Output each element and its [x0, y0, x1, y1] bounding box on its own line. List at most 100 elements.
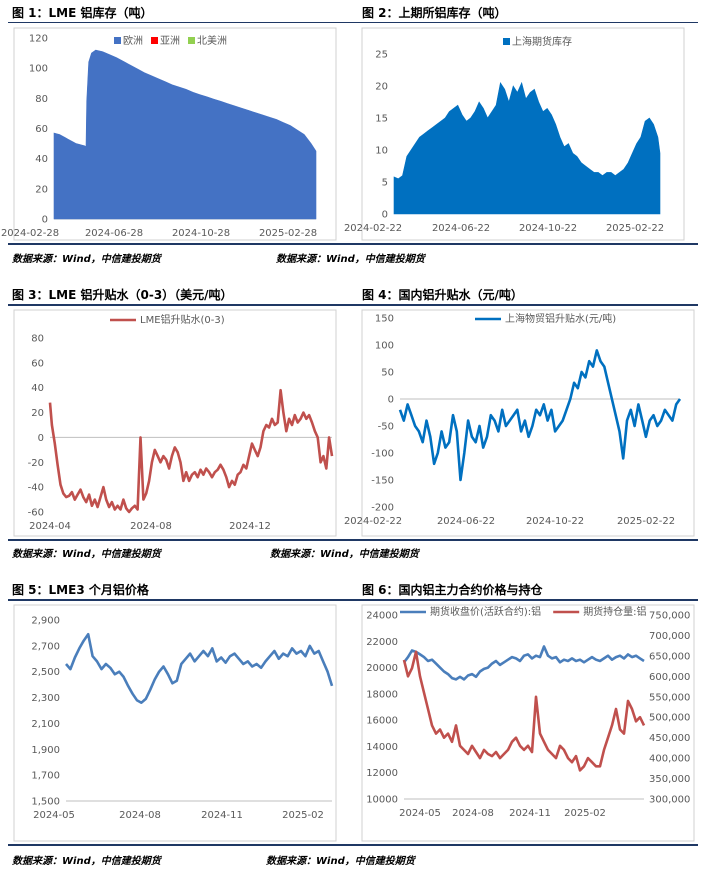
fig3-legend-label: LME铝升贴水(0-3) — [140, 313, 225, 326]
fig6-chart: 10000 12000 14000 16000 18000 20000 22000 24000… — [361, 604, 695, 842]
fig2-ytick: 0 — [382, 210, 388, 221]
fig6-y2tick: 500,000 — [649, 713, 690, 724]
fig1-ytick: 80 — [35, 94, 48, 105]
rule-3 — [8, 304, 698, 306]
fig3-frame — [13, 309, 337, 537]
fig6-ytick: 24000 — [366, 611, 398, 622]
fig5-xtick: 2024-05 — [33, 810, 75, 821]
fig4-chart: -200 -150 -100 -50 0 50 100 150 2024-02-22 2024-0… — [344, 309, 695, 537]
fig6-y2tick: 300,000 — [649, 795, 690, 806]
fig3-ytick: 80 — [31, 334, 44, 345]
fig1-series-area — [53, 49, 317, 220]
fig4-legend-label: 上海物贸铝升贴水(元/吨) — [505, 312, 616, 325]
fig1-xtick: 2024-10-28 — [172, 228, 230, 239]
rule-6 — [8, 844, 698, 846]
fig1-legend-swatch — [188, 37, 195, 44]
fig5-ytick: 2,900 — [31, 616, 60, 627]
fig3-ytick: -40 — [28, 483, 44, 494]
fig3-ytick: 40 — [31, 383, 44, 394]
fig6-y2tick: 350,000 — [649, 774, 690, 785]
fig3-series-line — [48, 388, 334, 514]
fig6-xtick: 2024-08 — [452, 808, 494, 819]
rule-4 — [8, 539, 698, 541]
fig6-y2tick: 700,000 — [649, 631, 690, 642]
fig2-ytick: 20 — [375, 82, 388, 93]
fig3-xtick: 2024-08 — [130, 521, 172, 532]
fig1-legend-swatch — [151, 37, 158, 44]
fig3-title: 图 3：LME 铝升贴水（0-3）（美元/吨） — [12, 288, 233, 302]
fig5-title: 图 5：LME3 个月铝价格 — [12, 583, 149, 597]
fig6-y2tick: 600,000 — [649, 672, 690, 683]
rule-2 — [8, 243, 698, 245]
fig1-title: 图 1：LME 铝库存（吨） — [12, 6, 153, 20]
fig6-ytick: 14000 — [366, 742, 398, 753]
fig6-y2tick: 550,000 — [649, 692, 690, 703]
fig1-ytick: 0 — [42, 215, 48, 226]
fig5-ytick: 2,100 — [31, 719, 60, 730]
fig6-y2tick: 400,000 — [649, 754, 690, 765]
fig2-ytick: 5 — [382, 178, 388, 189]
fig2-series-area — [393, 81, 661, 215]
fig6-xtick: 2024-11 — [509, 808, 551, 819]
fig2-ytick: 25 — [375, 50, 388, 61]
fig2-ytick: 15 — [375, 114, 388, 125]
fig4-ytick: 150 — [375, 314, 394, 325]
fig4-ytick: 50 — [381, 368, 394, 379]
fig4-xtick: 2024-10-22 — [526, 516, 584, 527]
fig6-xtick: 2024-05 — [399, 808, 441, 819]
fig1-legend-swatch — [114, 37, 121, 44]
fig1-xtick: 2024-02-28 — [1, 228, 59, 239]
fig4-ytick: -50 — [378, 422, 394, 433]
fig6-y2tick: 750,000 — [649, 611, 690, 622]
fig2-title: 图 2：上期所铝库存（吨） — [362, 6, 507, 20]
fig4-ytick: -200 — [371, 503, 394, 514]
fig2-legend-swatch — [503, 38, 510, 45]
fig2-chart: 0 5 10 15 20 25 2024-02-22 2024-06-22 2024-10-22… — [344, 27, 685, 241]
fig6-title: 图 6：国内铝主力合约价格与持仓 — [362, 583, 543, 597]
fig6-ytick: 10000 — [366, 795, 398, 806]
fig5-ytick: 1,700 — [31, 771, 60, 782]
source-fig5: 数据来源：Wind，中信建投期货 — [12, 856, 161, 867]
rule-5 — [8, 599, 698, 601]
fig5-series-line — [65, 632, 334, 704]
fig1-chart: 0 20 40 60 80 100 120 2024-02-28 2024-06-28 2024-… — [1, 27, 337, 241]
fig5-ytick: 1,500 — [31, 797, 60, 808]
fig2-frame — [361, 27, 685, 241]
fig1-ytick: 40 — [35, 154, 48, 165]
fig1-frame — [13, 27, 337, 241]
fig1-legend-label: 欧洲 — [123, 35, 143, 47]
fig6-ytick: 20000 — [366, 663, 398, 674]
fig1-xtick: 2024-06-28 — [85, 228, 143, 239]
fig4-ytick: 0 — [388, 395, 394, 406]
fig1-ytick: 20 — [35, 184, 48, 195]
fig4-xtick: 2024-02-22 — [344, 516, 402, 527]
fig6-xtick: 2025-02 — [564, 808, 606, 819]
fig3-chart: -60 -40 -20 0 20 40 60 80 2024-04 2024-08 2024-12 L… — [13, 309, 337, 537]
rule-1 — [8, 22, 698, 23]
fig5-xtick: 2025-02 — [282, 810, 324, 821]
fig3-xtick: 2024-12 — [229, 521, 271, 532]
fig6-ytick: 22000 — [366, 637, 398, 648]
fig6-ytick: 16000 — [366, 716, 398, 727]
fig4-xtick: 2025-02-22 — [617, 516, 675, 527]
fig3-ytick: 60 — [31, 358, 44, 369]
fig6-legend-label: 期货持仓量:铝 — [583, 605, 646, 618]
fig1-ytick: 120 — [29, 34, 48, 45]
fig6-series-line — [402, 645, 645, 681]
fig6-y2tick: 650,000 — [649, 651, 690, 662]
fig6-ytick: 12000 — [366, 768, 398, 779]
fig5-ytick: 2,500 — [31, 667, 60, 678]
fig5-frame — [13, 604, 337, 842]
fig6-y2tick: 450,000 — [649, 733, 690, 744]
fig5-xtick: 2024-08 — [119, 810, 161, 821]
fig3-ytick: 0 — [38, 433, 44, 444]
fig4-xtick: 2024-06-22 — [437, 516, 495, 527]
fig4-title: 图 4：国内铝升贴水（元/吨） — [362, 288, 523, 302]
fig6-frame — [361, 604, 695, 842]
fig4-ytick: 100 — [375, 341, 394, 352]
fig6-series-line — [402, 650, 646, 772]
fig4-ytick: -150 — [371, 476, 394, 487]
fig1-xtick: 2025-02-28 — [259, 228, 317, 239]
fig3-ytick: 20 — [31, 408, 44, 419]
fig1-ytick: 100 — [29, 64, 48, 75]
